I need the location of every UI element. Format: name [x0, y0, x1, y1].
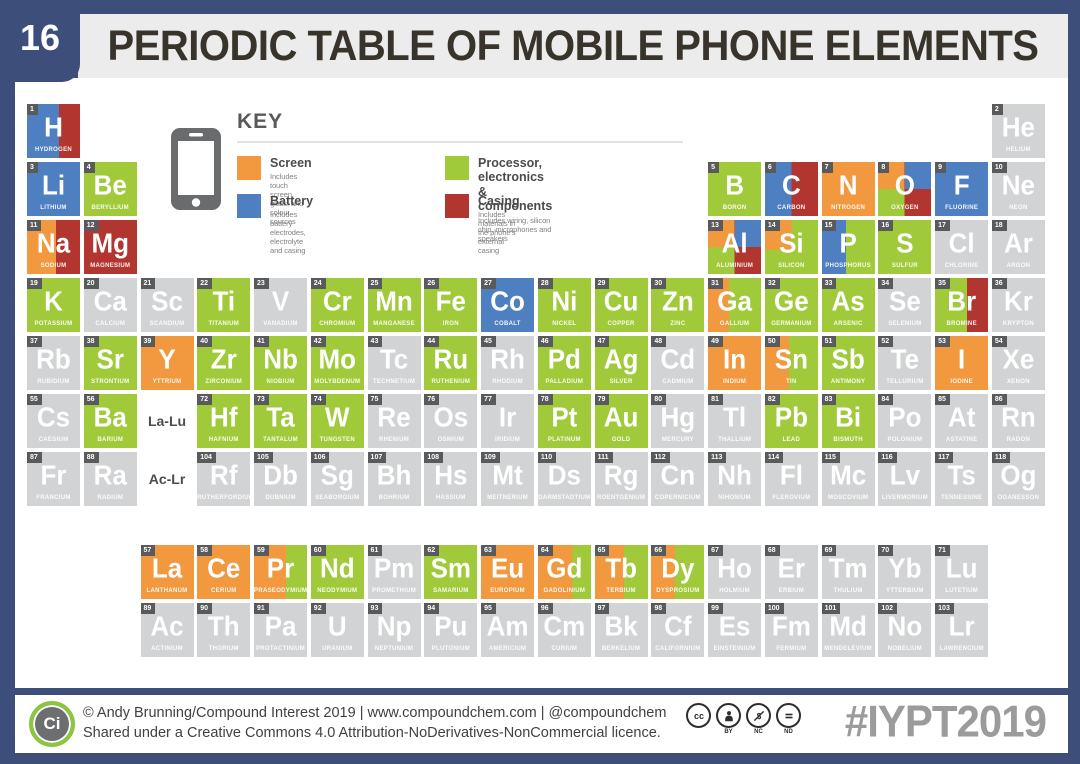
key-caption-casing: Includes materials in the phone's extern…: [478, 210, 516, 256]
key-label-screen: Screen: [270, 156, 312, 170]
credit-line-2: Shared under a Creative Commons 4.0 Attr…: [83, 725, 661, 741]
key-label-casing: Casing: [478, 194, 520, 208]
key-caption-screen: Includes touch screen, glass, and colour…: [270, 172, 304, 227]
title-bar: PERIODIC TABLE OF MOBILE PHONE ELEMENTS: [78, 14, 1068, 78]
key-item-screen: Screen Includes touch screen, glass, and…: [237, 156, 312, 226]
key-item-battery: Battery Includes battery electrodes, ele…: [237, 194, 313, 255]
cc-nd-label: ND: [784, 729, 793, 735]
cc-nd-icon-wrap: ND: [775, 703, 802, 736]
page-number-block: 16: [0, 0, 80, 82]
key-label-processor: Processor, electronics & components: [478, 156, 553, 214]
key-caption-processor: Includes wiring, silicon chip, microphon…: [478, 215, 552, 243]
processor-color-swatch: [445, 156, 469, 180]
screen-color-swatch: [237, 156, 261, 180]
footer-panel: [15, 695, 1068, 753]
credit-line-1: © Andy Brunning/Compound Interest 2019 |…: [83, 705, 667, 721]
key-divider: [237, 141, 683, 143]
battery-color-swatch: [237, 194, 261, 218]
page-number: 16: [19, 17, 61, 58]
compound-interest-logo-icon: Ci: [29, 701, 75, 747]
credits: © Andy Brunning/Compound Interest 2019 |…: [83, 703, 666, 743]
footer: Ci © Andy Brunning/Compound Interest 201…: [15, 695, 1068, 753]
poster-title: PERIODIC TABLE OF MOBILE PHONE ELEMENTS: [107, 22, 1039, 69]
cc-by-person-icon: [716, 703, 741, 728]
cc-nc-label: NC: [754, 729, 763, 735]
cc-icon: cc: [686, 703, 711, 728]
cc-nc-dollar-icon: $: [746, 703, 771, 728]
key-heading: KEY: [237, 110, 284, 133]
cc-icon-wrap: cc: [685, 703, 712, 736]
hashtag: #IYPT2019: [844, 696, 1047, 747]
key-label-battery: Battery: [270, 194, 314, 208]
mobile-phone-icon: [171, 128, 221, 210]
cc-by-icon-wrap: BY: [715, 703, 742, 736]
cc-by-label: BY: [724, 729, 733, 735]
key-caption-battery: Includes battery electrodes, electrolyte…: [270, 210, 306, 256]
cc-nc-icon-wrap: $ NC: [745, 703, 772, 736]
key-item-processor: Processor, electronics & components Incl…: [445, 156, 552, 243]
cc-nd-equals-icon: [776, 703, 801, 728]
creative-commons-icons: cc BY $ NC ND: [685, 703, 802, 736]
logo-text: Ci: [43, 714, 61, 733]
key-item-casing: Casing Includes materials in the phone's…: [445, 194, 520, 255]
casing-color-swatch: [445, 194, 469, 218]
svg-text:cc: cc: [693, 711, 703, 721]
